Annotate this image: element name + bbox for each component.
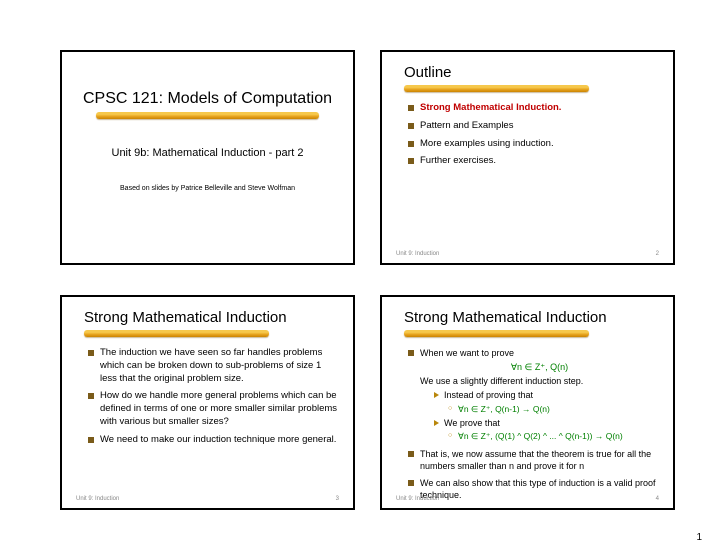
bullet-list: When we want to prove ∀n ∈ Z⁺, Q(n) We u… — [408, 347, 659, 501]
text-line: We use a slightly different induction st… — [420, 375, 659, 387]
slide-2: Outline Strong Mathematical Induction. P… — [380, 50, 675, 265]
page-number: 1 — [696, 532, 702, 543]
slide-1: CPSC 121: Models of Computation Unit 9b:… — [60, 50, 355, 265]
slide-footer: Unit 9: Induction 3 — [76, 496, 339, 502]
slide-footer: Unit 9: Induction 4 — [396, 496, 659, 502]
formula: ∀n ∈ Z⁺, Q(n) — [420, 361, 659, 373]
list-item: The induction we have seen so far handle… — [88, 347, 339, 385]
footer-right: 4 — [656, 496, 659, 502]
list-item: More examples using induction. — [408, 138, 659, 151]
handout-page: CPSC 121: Models of Computation Unit 9b:… — [0, 0, 720, 549]
list-item: Strong Mathematical Induction. — [408, 102, 659, 115]
slide-subtitle: Unit 9b: Mathematical Induction - part 2 — [76, 147, 339, 159]
sub-item: Instead of proving that — [434, 389, 659, 401]
slide-3: Strong Mathematical Induction The induct… — [60, 295, 355, 510]
list-item: When we want to prove ∀n ∈ Z⁺, Q(n) We u… — [408, 347, 659, 443]
footer-left: Unit 9: Induction — [396, 496, 439, 502]
title-underline — [96, 112, 319, 119]
title-underline — [84, 330, 269, 337]
title-underline — [404, 330, 589, 337]
bullet-text: When we want to prove — [420, 348, 514, 358]
footer-left: Unit 9: Induction — [396, 251, 439, 257]
list-item: How do we handle more general problems w… — [88, 390, 339, 428]
title-underline — [404, 85, 589, 92]
bullet-list: The induction we have seen so far handle… — [88, 347, 339, 447]
slide-title: CPSC 121: Models of Computation — [76, 90, 339, 108]
footer-right: 3 — [336, 496, 339, 502]
bullet-list: Strong Mathematical Induction. Pattern a… — [408, 102, 659, 168]
slide-4: Strong Mathematical Induction When we wa… — [380, 295, 675, 510]
formula: ∀n ∈ Z⁺, Q(n-1) → Q(n) — [448, 404, 659, 415]
footer-left: Unit 9: Induction — [76, 496, 119, 502]
formula: ∀n ∈ Z⁺, (Q(1) ^ Q(2) ^ ... ^ Q(n-1)) → … — [448, 431, 659, 442]
slide-title: Strong Mathematical Induction — [84, 309, 339, 326]
slide-title: Outline — [404, 64, 659, 81]
list-item: We need to make our induction technique … — [88, 434, 339, 447]
slide-footer: Unit 9: Induction 2 — [396, 251, 659, 257]
footer-right: 2 — [656, 251, 659, 257]
slide-title: Strong Mathematical Induction — [404, 309, 659, 326]
slide-credit: Based on slides by Patrice Belleville an… — [76, 185, 339, 192]
sub-item: We prove that — [434, 417, 659, 429]
list-item: Further exercises. — [408, 155, 659, 168]
list-item: Pattern and Examples — [408, 120, 659, 133]
list-item: That is, we now assume that the theorem … — [408, 448, 659, 472]
